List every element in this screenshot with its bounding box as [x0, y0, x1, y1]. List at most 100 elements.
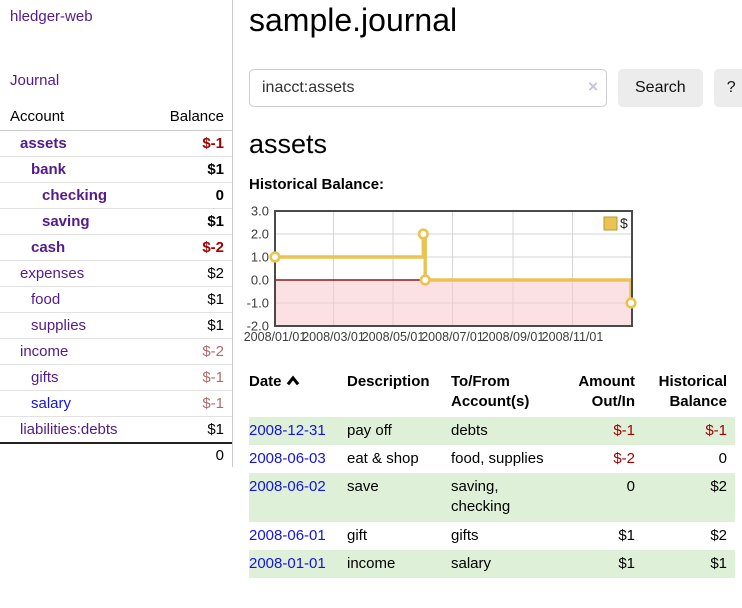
account-row: cash $-2 [0, 234, 232, 261]
register-column-header: Historical Balance [643, 370, 735, 417]
account-name-cell: expenses [0, 260, 148, 287]
transaction-accounts: gifts [451, 526, 479, 544]
column-header-text: Amount [578, 373, 635, 390]
transaction-balance: $2 [710, 478, 727, 495]
accounts-header-balance: Balance [147, 104, 232, 131]
account-name-cell: checking [0, 182, 148, 209]
sidebar-account-link-liabilities-debts[interactable]: liabilities:debts [20, 421, 118, 438]
transaction-date-cell: 2008-06-01 [249, 522, 347, 550]
transaction-date-link[interactable]: 2008-06-02 [249, 478, 326, 495]
svg-text:2008/03/01: 2008/03/01 [302, 330, 365, 344]
sidebar-account-link-cash[interactable]: cash [31, 239, 66, 256]
account-row: income $-2 [0, 338, 232, 365]
register-column-header[interactable]: Date [249, 370, 347, 417]
column-header-text: Historical [658, 373, 727, 390]
svg-text:2.0: 2.0 [251, 227, 269, 242]
transaction-date-link[interactable]: 2008-12-31 [249, 421, 326, 439]
svg-text:-2.0: -2.0 [247, 319, 269, 334]
account-name-cell: salary [0, 390, 148, 417]
accounts-body: assets $-1 bank $1 checking 0 saving $1 cash $-2 e… [0, 131, 232, 443]
historical-balance-chart: 3.0 2.0 1.0 0.0 -1.0 -2.0 2008/01/01 2008/03/01… [244, 203, 742, 352]
sidebar-account-link-bank[interactable]: bank [31, 161, 67, 178]
sidebar-account-link-income[interactable]: income [20, 343, 69, 360]
account-name-cell: supplies [0, 312, 148, 339]
account-balance: $1 [147, 286, 232, 313]
brand-link[interactable]: hledger-web [10, 8, 93, 25]
sort-asc-icon[interactable] [286, 372, 300, 392]
transaction-row: 2008-01-01 income salary $1 $1 [249, 549, 735, 578]
transaction-date-link[interactable]: 2008-06-01 [249, 526, 326, 544]
transaction-date-cell: 2008-12-31 [249, 417, 347, 445]
main-content: sample.journal × Search ? assets Histori… [233, 0, 742, 608]
sidebar-account-link-saving[interactable]: saving [42, 213, 90, 230]
svg-text:1.0: 1.0 [251, 250, 269, 265]
svg-text:-1.0: -1.0 [247, 296, 269, 311]
transaction-amount: $1 [618, 554, 635, 572]
search-form: × Search ? [249, 69, 742, 107]
account-row: assets $-1 [0, 131, 232, 157]
transaction-amount: $-1 [613, 421, 635, 439]
transaction-description: eat & shop [347, 449, 419, 467]
transaction-accounts: food, supplies [451, 449, 544, 467]
account-row: saving $1 [0, 208, 232, 235]
register-header-row: Date Description To/From Account(s) Amount Ou… [249, 370, 735, 417]
sidebar-account-link-assets[interactable]: assets [20, 135, 67, 152]
transaction-balance: 0 [718, 449, 727, 467]
register-column-header: Amount Out/In [563, 370, 643, 417]
svg-text:0.0: 0.0 [251, 273, 269, 288]
chart-title: Historical Balance: [249, 176, 385, 193]
account-row: food $1 [0, 286, 232, 313]
account-name-cell: liabilities:debts [0, 416, 148, 443]
column-header-text: Balance [669, 393, 727, 411]
transaction-amount: 0 [626, 478, 635, 495]
help-button[interactable]: ? [713, 69, 742, 107]
accounts-total-value: 0 [0, 442, 232, 467]
transaction-row: 2008-06-01 gift gifts $1 $2 [249, 522, 735, 550]
account-balance: 0 [147, 182, 232, 209]
sidebar-account-link-expenses[interactable]: expenses [20, 265, 85, 282]
transaction-row: 2008-12-31 pay off debts $-1 $-1 [249, 416, 735, 445]
accounts-total-row: 0 [0, 442, 232, 467]
account-balance: $-1 [202, 135, 224, 152]
sidebar-account-link-gifts[interactable]: gifts [31, 369, 59, 386]
sidebar-account-link-food[interactable]: food [31, 291, 61, 308]
svg-text:3.0: 3.0 [251, 204, 269, 219]
search-input-wrap: × [249, 69, 607, 107]
page-title: sample.journal [249, 2, 458, 38]
account-row: bank $1 [0, 156, 232, 183]
account-row: gifts $-1 [0, 364, 232, 391]
search-input[interactable] [249, 69, 607, 107]
account-name-cell: assets [0, 131, 147, 157]
account-heading: assets [249, 129, 328, 159]
sidebar-account-link-checking[interactable]: checking [42, 187, 108, 204]
sidebar-item-journal[interactable]: Journal [10, 72, 60, 89]
transaction-date-link[interactable]: 2008-01-01 [249, 554, 326, 572]
accounts-table: Account Balance assets $-1 bank $1 checking 0… [0, 104, 232, 467]
account-name-cell: saving [0, 208, 148, 235]
transaction-description: gift [347, 526, 368, 544]
sidebar-account-link-salary[interactable]: salary [31, 395, 72, 412]
account-balance: $1 [147, 208, 232, 235]
svg-text:2008/07/01: 2008/07/01 [421, 330, 484, 344]
register-body: 2008-12-31 pay off debts $-1 $-1 2008-06-03 ea… [249, 416, 735, 578]
transaction-date-link[interactable]: 2008-06-03 [249, 449, 326, 467]
chart-svg: 3.0 2.0 1.0 0.0 -1.0 -2.02008/01/012008/03/01… [244, 204, 637, 344]
transaction-balance: $1 [710, 554, 727, 572]
accounts-header-account: Account [0, 104, 148, 131]
search-button[interactable]: Search [618, 69, 703, 107]
transaction-accounts: debts [451, 421, 488, 439]
transaction-row: 2008-06-03 eat & shop food, supplies $-2 0 [249, 445, 735, 473]
sidebar-account-link-supplies[interactable]: supplies [31, 317, 87, 334]
account-row: expenses $2 [0, 260, 232, 287]
column-header-text: Date [249, 373, 282, 390]
transaction-accounts: saving, checking [451, 478, 511, 516]
column-header-text: Out/In [591, 393, 635, 411]
clear-search-icon[interactable]: × [588, 77, 598, 96]
account-name-cell: bank [0, 156, 148, 183]
transaction-date-cell: 2008-06-03 [249, 445, 347, 473]
transaction-balance: $2 [710, 526, 727, 544]
account-balance: $-1 [147, 364, 232, 391]
account-name-cell: food [0, 286, 148, 313]
svg-text:2008/01/01: 2008/01/01 [244, 330, 307, 344]
